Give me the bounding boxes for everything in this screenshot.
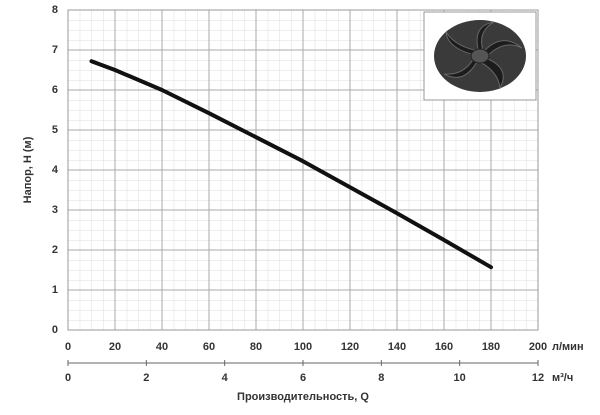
x-axis-label: Производительность, Q [237, 391, 369, 403]
x-tick-label: 40 [156, 341, 168, 353]
x-tick-label: 180 [482, 341, 500, 353]
x-tick-label: 120 [341, 341, 359, 353]
x-tick-label: 20 [109, 341, 121, 353]
x-tick-label: 80 [250, 341, 262, 353]
impeller-hub [470, 48, 490, 64]
y-tick-label: 7 [52, 44, 58, 56]
x2-tick-label: 6 [300, 372, 306, 384]
x-tick-label: 0 [65, 341, 71, 353]
x2-tick-label: 2 [143, 372, 149, 384]
y-axis-label: Напор, H (м) [22, 136, 34, 203]
curve [89, 59, 493, 270]
y-tick-label: 0 [52, 324, 58, 336]
x-tick-label: 140 [388, 341, 406, 353]
x2-tick-label: 4 [222, 372, 229, 384]
x-tick-label: 200 [529, 341, 547, 353]
plot-frame [67, 9, 539, 331]
y-tick-label: 4 [52, 164, 59, 176]
x-unit: л/мин [552, 341, 584, 353]
y-tick-label: 5 [52, 124, 58, 136]
x2-tick-label: 10 [454, 372, 466, 384]
impeller-image [423, 11, 537, 101]
x2-unit: м³/ч [552, 372, 573, 384]
impeller-vanes [443, 21, 523, 90]
y-tick-label: 8 [52, 4, 58, 16]
x2-tick-label: 12 [532, 372, 544, 384]
y-tick-label: 6 [52, 84, 58, 96]
y-tick-label: 2 [52, 244, 58, 256]
y-tick-label: 1 [52, 284, 58, 296]
y-tick-label: 3 [52, 204, 58, 216]
x-tick-label: 60 [203, 341, 215, 353]
x2-tick-label: 8 [378, 372, 384, 384]
x-tick-label: 160 [435, 341, 453, 353]
x-tick-label: 100 [294, 341, 312, 353]
x2-tick-label: 0 [65, 372, 71, 384]
